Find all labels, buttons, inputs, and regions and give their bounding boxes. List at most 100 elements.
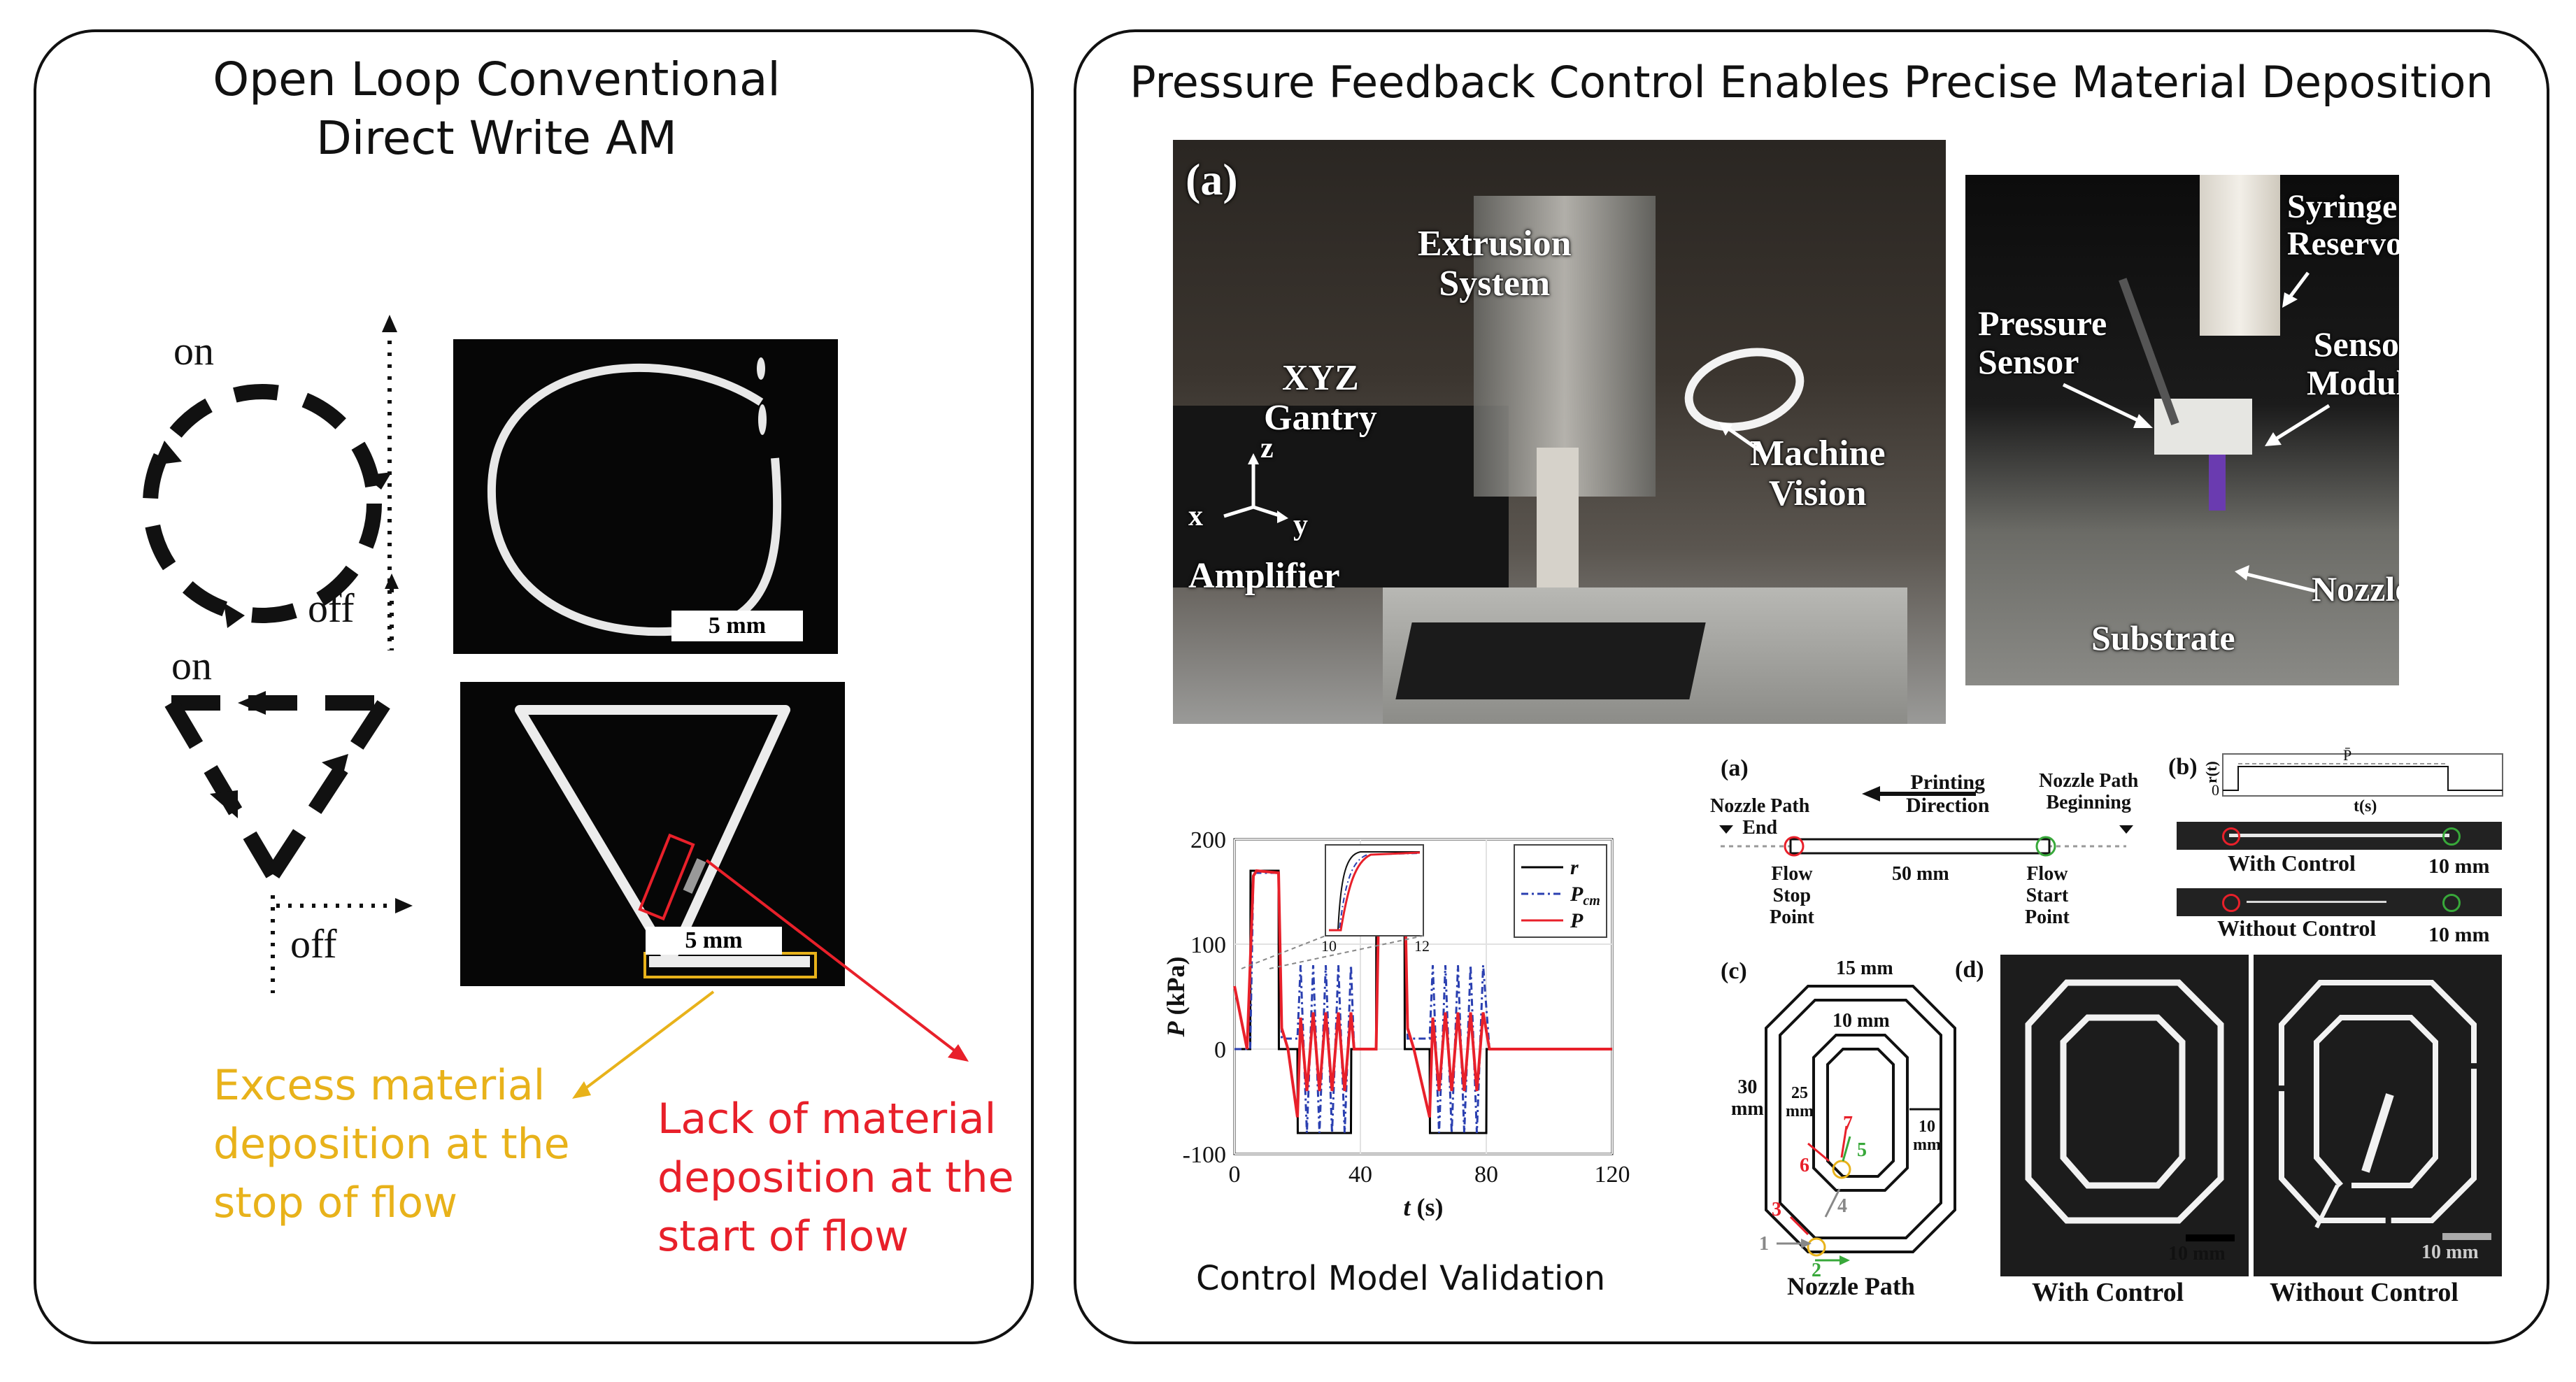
step-4: 4 (1837, 1195, 1847, 1217)
step-7: 7 (1843, 1113, 1853, 1134)
with-control-print-photo: 10 mm (2000, 955, 2249, 1276)
x-tick-label-0: 0 (1229, 1162, 1241, 1188)
excess-note-line3: stop of flow (213, 1178, 458, 1227)
d-with-control-label: With Control (2032, 1278, 2184, 1307)
excess-note-line2: deposition at the (213, 1120, 570, 1169)
with-start-marker (2442, 827, 2461, 846)
x-axis-var: t (1403, 1193, 1411, 1221)
without-start-marker (2442, 894, 2461, 912)
figure-b-straight-results: (b) r(t) 0 P̄ t(s) With Control 10 mm Wi… (2168, 746, 2518, 958)
photo-a-tag: (a) (1186, 155, 1238, 204)
lack-note-line2: deposition at the (657, 1153, 1014, 1202)
b-scale2: 10 mm (2428, 923, 2490, 946)
x-tick-label-3: 120 (1595, 1162, 1630, 1188)
path-begin-line1: Nozzle Path (2039, 770, 2139, 792)
printing-line2: Direction (1906, 794, 1990, 817)
circle-scale-bar: 5 mm (671, 611, 803, 641)
triangle-scale-bar: 5 mm (646, 927, 782, 955)
y-tick-label-2: 100 (1190, 932, 1226, 958)
syringe-barrel (2200, 175, 2280, 336)
without-control-label: Without Control (2217, 916, 2377, 941)
d-without-control-label: Without Control (2270, 1278, 2458, 1307)
step-1: 1 (1759, 1233, 1769, 1255)
inset-tick-10: 10 (1321, 937, 1337, 955)
straight-path-diagram (1719, 786, 2133, 857)
module-line1: Sensor (2313, 325, 2399, 364)
path-length-label: 50 mm (1892, 863, 1949, 885)
printing-line1: Printing (1910, 771, 1986, 794)
lack-note-line3: start of flow (657, 1212, 909, 1261)
dim-gap-label: 10 mm (1913, 1118, 1941, 1155)
b-ylabel: r(t) (2203, 761, 2220, 783)
y-tick-label-3: 200 (1190, 827, 1226, 853)
left-title-line1: Open Loop Conventional (213, 52, 781, 106)
y-axis-var: P (1162, 1021, 1190, 1038)
xyz-line2: Gantry (1264, 398, 1377, 439)
pressure-line2: Sensor (1978, 342, 2079, 381)
flow-start-line1: Flow (2026, 863, 2068, 885)
extrusion-system-label: Extrusion System (1418, 224, 1572, 304)
b-xlabel: t(s) (2354, 797, 2377, 815)
sensor-module-label: Sensor Module (2307, 325, 2399, 402)
with-control-scale-bar (2186, 1234, 2235, 1241)
legend-label-0: r (1570, 856, 1579, 879)
lack-note-line1: Lack of material (657, 1095, 997, 1144)
with-control-label: With Control (2228, 850, 2356, 876)
xyz-line1: XYZ (1281, 358, 1359, 398)
flow-start-line2: Start (2026, 884, 2069, 906)
nozzle-path-begin-label: Nozzle Path Beginning (2039, 770, 2139, 814)
left-title-line2: Direct Write AM (316, 111, 677, 165)
axis-x-label: x (1188, 500, 1203, 532)
y-tick-label-0: -100 (1183, 1142, 1226, 1168)
machine-vision-label: Machine Vision (1750, 434, 1886, 513)
dim-inner-label: 10 mm (1833, 1010, 1890, 1032)
circle-print-trace (487, 357, 782, 636)
dim-left-line1: 30 (1737, 1076, 1758, 1098)
pressure-line1: Pressure (1978, 304, 2107, 343)
dim-gap-line2: mm (1913, 1136, 1941, 1155)
flow-stop-line1: Flow (1771, 863, 1813, 885)
substrate-plate (1395, 622, 1706, 699)
fig-a-tag: (a) (1721, 755, 1749, 781)
x-axis-unit: (s) (1417, 1193, 1444, 1221)
module-line2: Module (2307, 363, 2399, 402)
dim-left-line2: mm (1731, 1097, 1764, 1120)
excess-material-note: Excess material deposition at the stop o… (213, 1056, 570, 1232)
annotation-arrows (572, 859, 969, 1099)
triangle-print-trace (515, 705, 810, 967)
extrusion-line1: Extrusion (1418, 224, 1572, 264)
gantry-block (1173, 406, 1509, 587)
syringe-reservoir-label: Syringe Reservoir (2287, 188, 2399, 263)
step-5: 5 (1857, 1139, 1867, 1161)
with-control-scale: 10 mm (2168, 1243, 2226, 1265)
without-control-line (2247, 901, 2386, 903)
extrusion-line2: System (1439, 264, 1551, 304)
triangle-flow-diagram (164, 691, 413, 993)
circle-flow-diagram (143, 315, 399, 650)
dim-gap-line1: 10 (1918, 1118, 1935, 1136)
pressure-sensor-label: Pressure Sensor (1978, 304, 2107, 381)
substrate-label: Substrate (2091, 618, 2235, 657)
y-tick-label-1: 0 (1214, 1037, 1226, 1063)
y-axis-unit: (kPa) (1162, 957, 1190, 1016)
axis-z-label: z (1260, 432, 1274, 464)
step-6: 6 (1800, 1155, 1809, 1176)
nozzle-label: Nozzle (2312, 569, 2399, 608)
flow-stop-line2: Stop (1772, 884, 1812, 906)
dim-left-label: 30 mm (1731, 1076, 1764, 1120)
mv-line1: Machine (1750, 434, 1886, 473)
mv-line2: Vision (1768, 473, 1867, 514)
sensor-module-photo: Syringe Reservoir Pressure Sensor Sensor… (1965, 175, 2399, 685)
xyz-gantry-label: XYZ Gantry (1264, 358, 1377, 438)
circle-on-label: on (173, 328, 214, 373)
right-panel-title: Pressure Feedback Control Enables Precis… (1130, 57, 2493, 108)
circle-off-label: off (308, 585, 355, 631)
without-control-trace (2279, 980, 2477, 1229)
left-panel-title: Open Loop Conventional Direct Write AM (112, 50, 881, 168)
without-control-strip (2177, 888, 2502, 916)
chart-series (1233, 869, 1612, 1134)
fig-d-tag: (d) (1955, 957, 1984, 983)
legend-label-1: Pcm (1570, 883, 1600, 909)
b-scale1: 10 mm (2428, 855, 2490, 878)
